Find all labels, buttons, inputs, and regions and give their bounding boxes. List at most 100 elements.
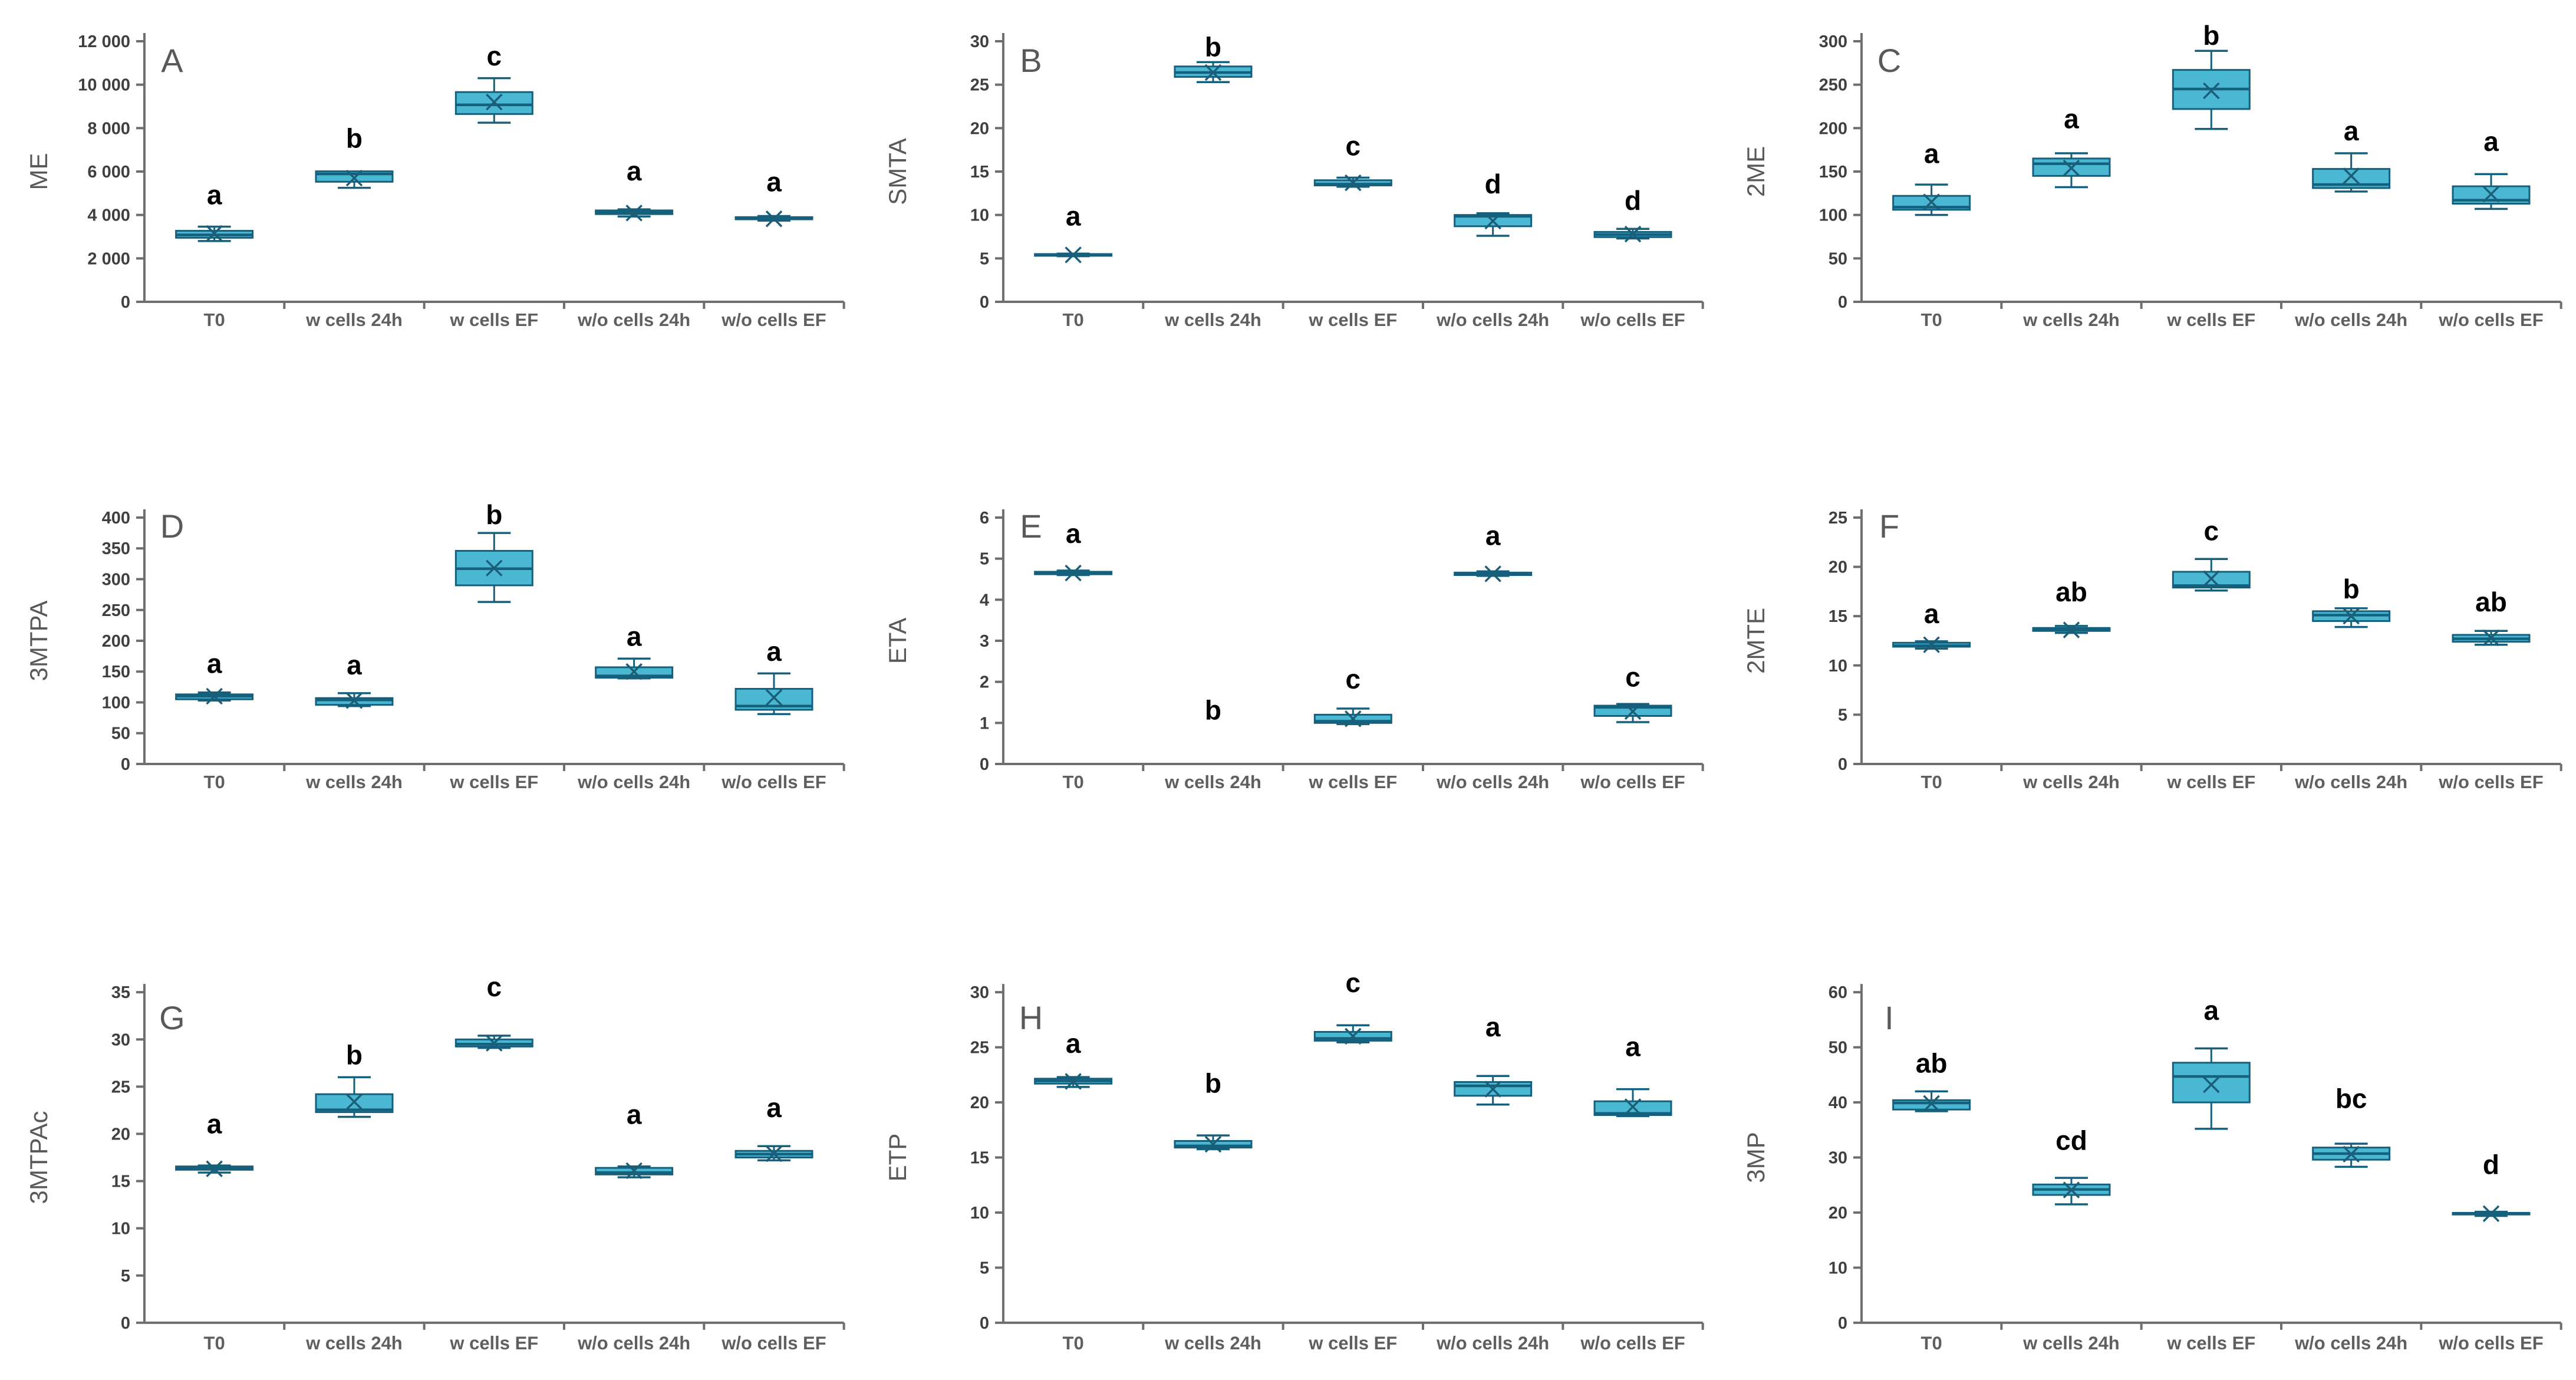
panel-letter: F [1879, 508, 1899, 545]
significance-letter: a [627, 1099, 642, 1129]
mean-marker [1204, 64, 1221, 81]
y-tick-label: 30 [1829, 1149, 1847, 1168]
y-tick-label: 250 [102, 601, 130, 620]
significance-letter: a [207, 648, 222, 679]
box-group-w-o-cells-24h [2312, 152, 2391, 193]
panel-letter: C [1877, 42, 1901, 79]
category-label: w/o cells EF [2439, 309, 2544, 330]
significance-letter: c [487, 971, 502, 1002]
significance-letter: c [487, 41, 502, 71]
panel-H-svg: 0 5 10 15 20 25 30 T0 w cells 24h w cells EF w/o c… [884, 967, 1704, 1353]
box-group-w-o-cells-ef [2452, 629, 2531, 647]
significance-letter: a [2064, 104, 2079, 134]
y-axis-title: ME [25, 153, 52, 190]
significance-letter: bc [2335, 1083, 2367, 1114]
category-label: w cells 24h [305, 309, 403, 330]
mean-marker [2203, 82, 2220, 100]
mean-marker [2483, 629, 2500, 647]
box-group-w-cells-24h [315, 692, 394, 709]
y-tick-label: 5 [979, 249, 989, 268]
y-axis-title: SMTA [884, 138, 911, 205]
box-group-w-o-cells-ef [1593, 1088, 1672, 1118]
mean-marker [765, 210, 783, 228]
box-group-w-cells-24h [1174, 61, 1253, 83]
box-group-w-o-cells-ef [1593, 225, 1672, 243]
y-tick-label: 10 [111, 1220, 130, 1239]
y-tick-label: 350 [102, 539, 130, 558]
panel-D: 0 50 100 150 200 250 300 350 400 T0 w cells 24h w c… [0, 460, 859, 920]
significance-letter: a [627, 156, 642, 186]
panel-letter: B [1020, 42, 1042, 79]
y-tick-label: 30 [970, 32, 989, 51]
category-label: w cells 24h [1164, 1333, 1261, 1353]
y-tick-label: 150 [102, 663, 130, 681]
significance-letter: a [1485, 520, 1501, 551]
box-group-w-cells-24h [1174, 1134, 1253, 1153]
category-label: w cells 24h [2022, 309, 2120, 330]
panel-F: 0 5 10 15 20 25 T0 w cells 24h w cells EF w/o cel… [1717, 460, 2576, 920]
category-label: w/o cells 24h [1436, 1333, 1549, 1353]
box-group-w-cells-24h [315, 1076, 394, 1118]
box-group-w-o-cells-24h [1453, 212, 1532, 237]
y-axis-title: 3MTPAc [25, 1111, 52, 1204]
significance-letter: a [1485, 1012, 1501, 1042]
box-group-w-o-cells-ef [2452, 173, 2531, 210]
significance-letter: a [2204, 995, 2219, 1026]
y-tick-label: 15 [111, 1172, 130, 1191]
significance-letter: b [346, 123, 363, 154]
y-tick-label: 10 [1829, 1259, 1847, 1277]
mean-marker [2343, 167, 2360, 185]
y-tick-label: 2 [979, 673, 989, 692]
mean-marker [2203, 570, 2220, 587]
category-label: w/o cells EF [2439, 1333, 2544, 1353]
box-group-w-o-cells-ef [1593, 703, 1672, 723]
y-tick-label: 6 000 [87, 163, 130, 182]
category-label: w cells 24h [1164, 772, 1261, 792]
category-label: w cells EF [1308, 1333, 1397, 1353]
y-axis-title: 2MTE [1742, 608, 1770, 674]
box-group-w-cells-24h [2032, 621, 2111, 638]
panel-F-svg: 0 5 10 15 20 25 T0 w cells 24h w cells EF w/o cel… [1742, 508, 2562, 792]
category-label: w/o cells EF [721, 1333, 826, 1353]
category-label: w/o cells 24h [577, 772, 690, 792]
category-label: w cells EF [1308, 309, 1397, 330]
box-group-w-cells-24h [2032, 1177, 2111, 1206]
significance-letter: b [2203, 20, 2220, 51]
mean-marker [2063, 621, 2080, 638]
significance-letter: a [347, 650, 362, 680]
y-tick-label: 150 [1819, 163, 1847, 182]
category-label: w/o cells EF [2439, 772, 2544, 792]
box-group-w-o-cells-24h [2312, 607, 2391, 628]
y-tick-label: 100 [1819, 206, 1847, 225]
y-tick-label: 12 000 [78, 32, 130, 51]
category-label: T0 [1921, 1333, 1942, 1353]
box-group-w-cells-ef [1313, 707, 1392, 727]
box-group-w-o-cells-24h [595, 205, 674, 222]
box-group-w-cells-ef [454, 77, 533, 124]
category-label: T0 [1921, 772, 1942, 792]
category-label: T0 [204, 309, 225, 330]
panel-E: 0 1 2 3 4 5 6 T0 w cells 24h w cells EF w/o cells … [859, 460, 1718, 920]
significance-letter: a [1065, 1028, 1081, 1059]
y-tick-label: 30 [970, 983, 989, 1002]
box-group-w-cells-ef [454, 532, 533, 603]
category-label: w/o cells EF [721, 772, 826, 792]
y-tick-label: 0 [121, 1314, 130, 1333]
panel-I-svg: 0 10 20 30 40 50 60 T0 w cells 24h w cells EF w/o … [1742, 983, 2562, 1353]
y-tick-label: 5 [979, 1259, 989, 1277]
box-group-w-cells-24h [315, 169, 394, 189]
mean-marker [1204, 1135, 1221, 1153]
y-tick-label: 25 [970, 76, 989, 95]
y-tick-label: 0 [121, 293, 130, 312]
panel-H: 0 5 10 15 20 25 30 T0 w cells 24h w cells EF w/o c… [859, 920, 1718, 1380]
significance-letter: c [1345, 967, 1361, 998]
panel-D-svg: 0 50 100 150 200 250 300 350 400 T0 w cells 24h w c… [25, 499, 845, 792]
category-label: w/o cells 24h [1436, 772, 1549, 792]
mean-marker [1344, 710, 1362, 727]
significance-letter: a [1065, 201, 1081, 232]
y-tick-label: 200 [102, 632, 130, 651]
y-tick-label: 25 [111, 1078, 130, 1096]
panel-letter: D [160, 508, 184, 545]
mean-marker [2203, 1076, 2220, 1094]
panel-A: 0 2 000 4 000 6 000 8 000 10 000 12 000 T0 w cel… [0, 0, 859, 460]
